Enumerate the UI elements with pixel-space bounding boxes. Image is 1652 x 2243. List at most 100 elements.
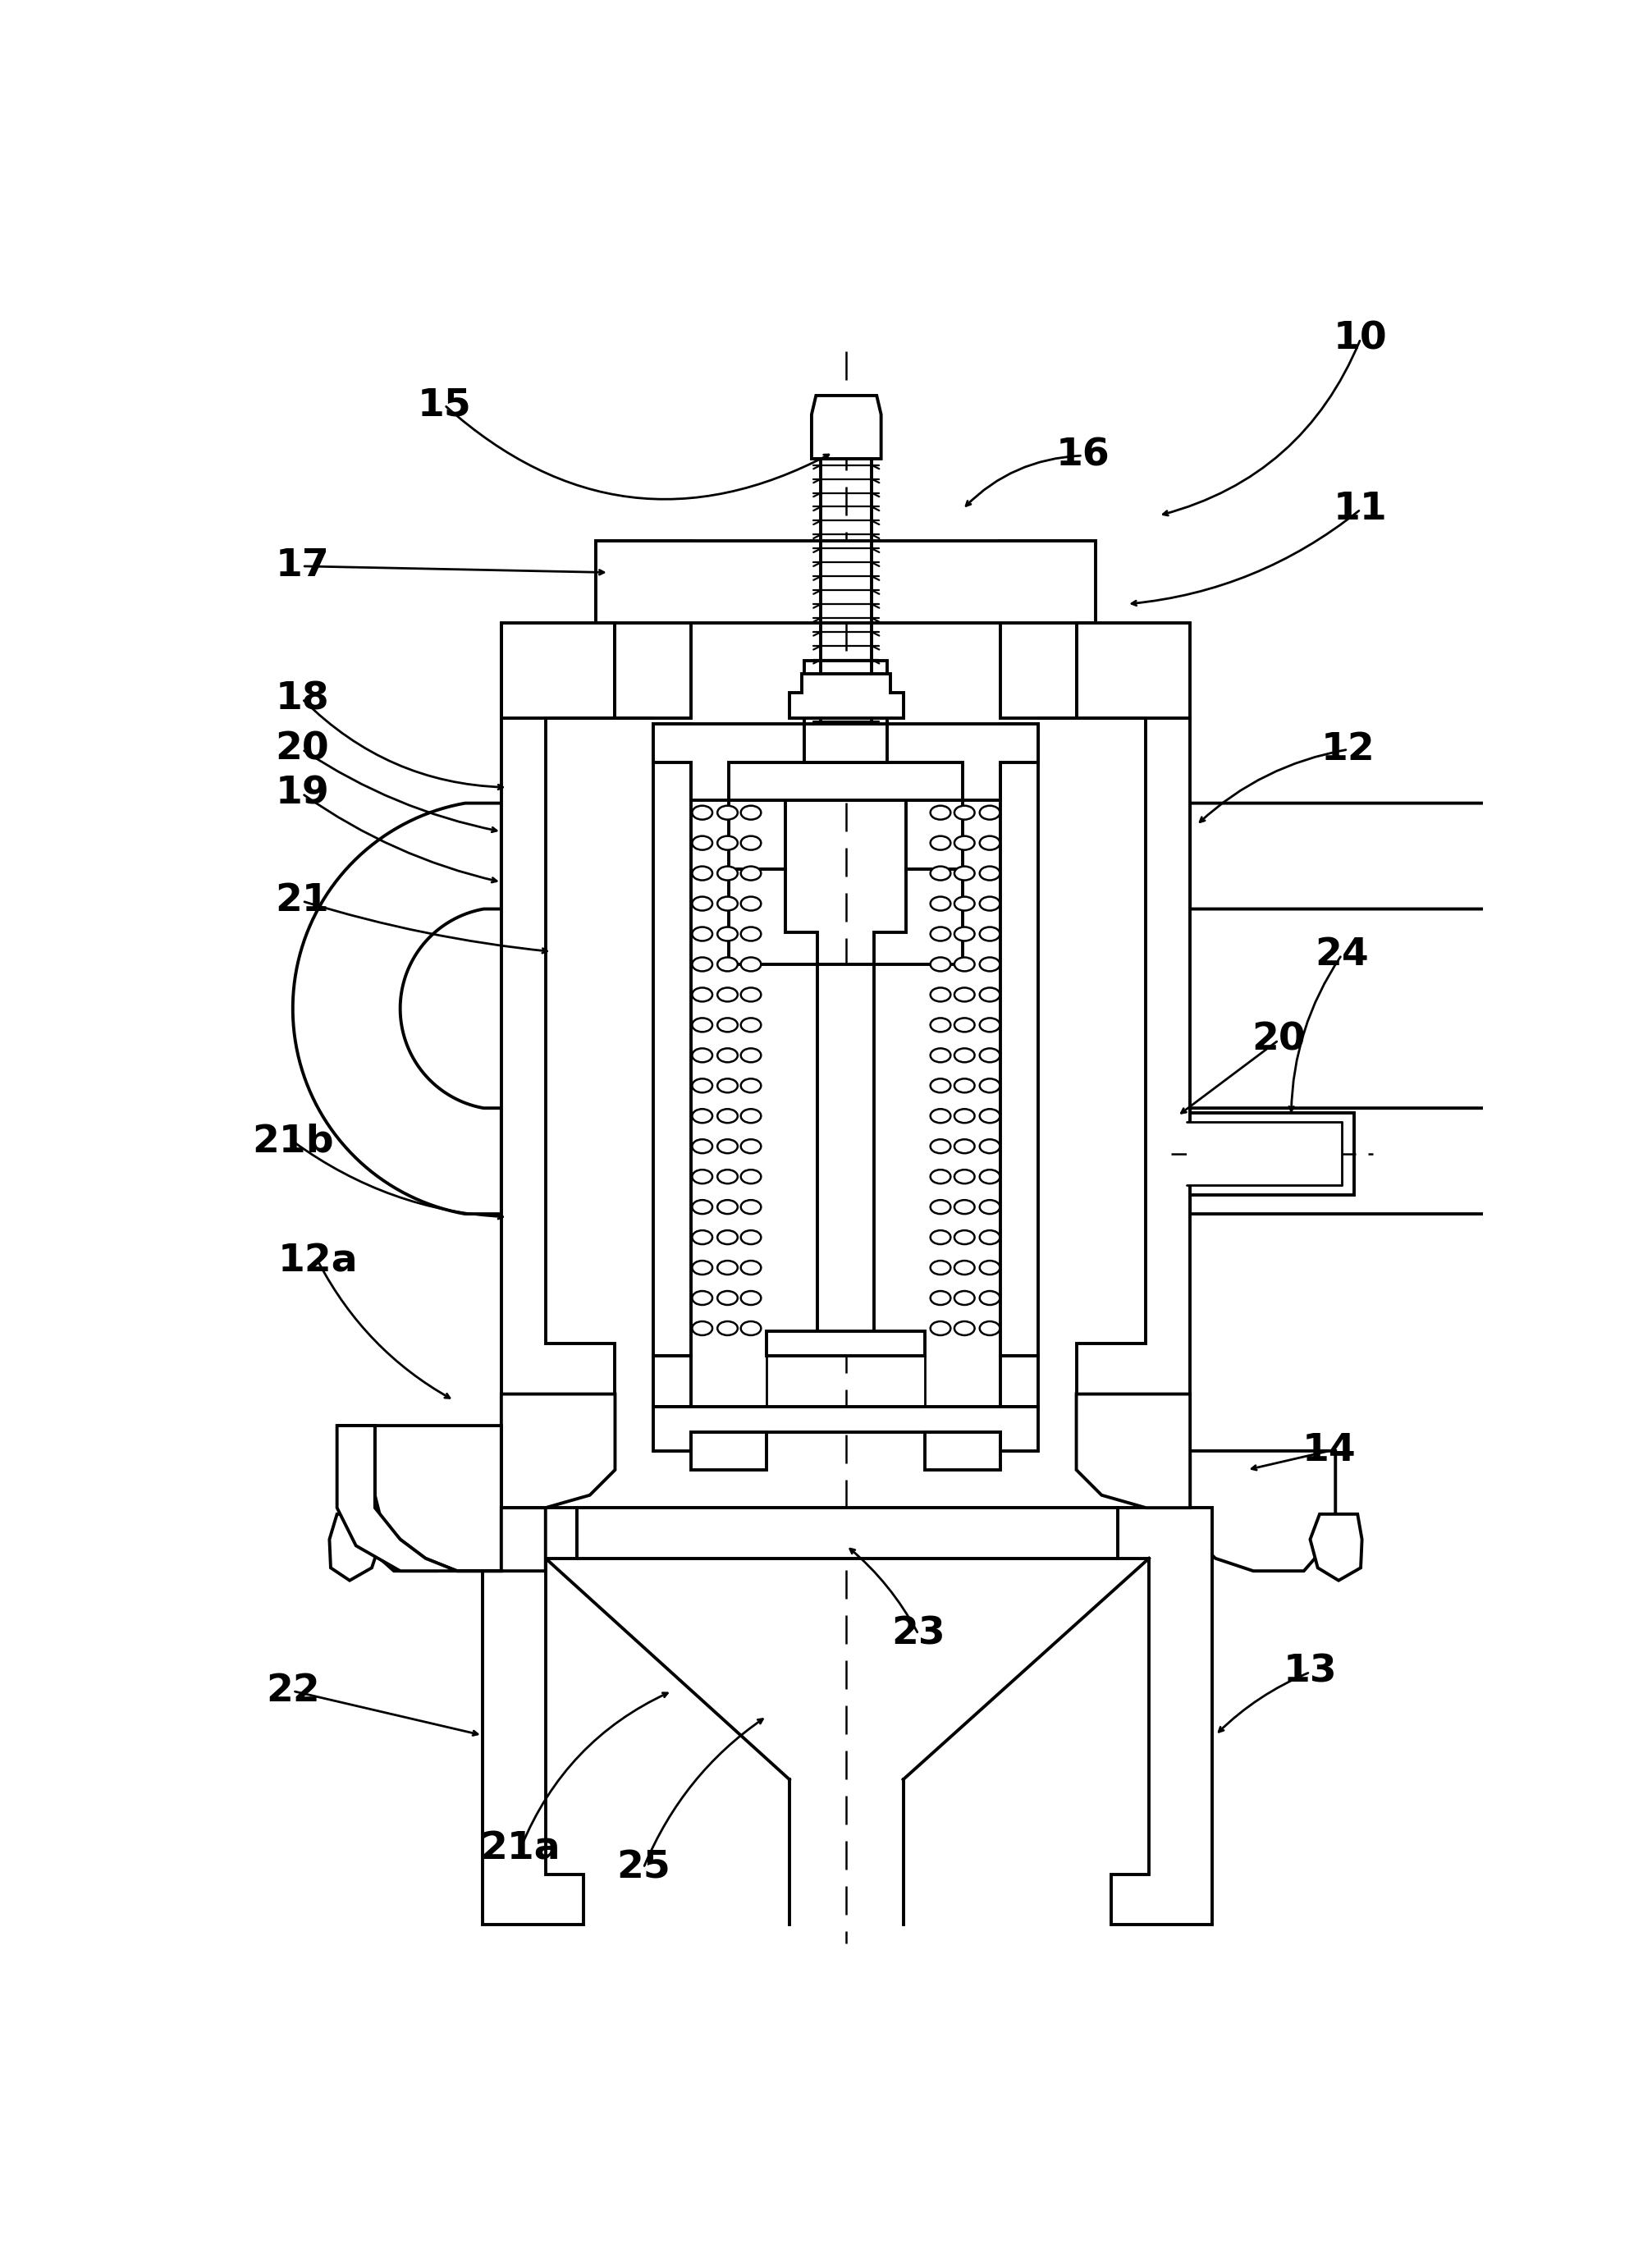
Text: 12a: 12a bbox=[278, 1243, 358, 1281]
Ellipse shape bbox=[930, 837, 950, 850]
Ellipse shape bbox=[980, 958, 999, 971]
Ellipse shape bbox=[955, 866, 975, 879]
Polygon shape bbox=[653, 1406, 1039, 1451]
Ellipse shape bbox=[955, 1047, 975, 1063]
Ellipse shape bbox=[717, 1108, 738, 1124]
Ellipse shape bbox=[955, 958, 975, 971]
Text: 18: 18 bbox=[276, 680, 329, 718]
Ellipse shape bbox=[740, 805, 762, 819]
Ellipse shape bbox=[692, 837, 712, 850]
Ellipse shape bbox=[930, 1231, 950, 1245]
Ellipse shape bbox=[980, 926, 999, 940]
Text: 20: 20 bbox=[1252, 1021, 1305, 1059]
Text: 23: 23 bbox=[892, 1615, 945, 1653]
Ellipse shape bbox=[692, 926, 712, 940]
Polygon shape bbox=[1112, 1507, 1213, 1924]
Ellipse shape bbox=[980, 1108, 999, 1124]
Polygon shape bbox=[329, 1514, 382, 1581]
Ellipse shape bbox=[717, 1292, 738, 1305]
Ellipse shape bbox=[692, 1079, 712, 1092]
Ellipse shape bbox=[740, 1018, 762, 1032]
Ellipse shape bbox=[740, 987, 762, 1003]
Polygon shape bbox=[1077, 1395, 1189, 1507]
Ellipse shape bbox=[740, 1139, 762, 1153]
Polygon shape bbox=[805, 724, 887, 763]
Ellipse shape bbox=[692, 1169, 712, 1184]
Polygon shape bbox=[874, 870, 963, 964]
Polygon shape bbox=[1189, 1113, 1355, 1196]
Ellipse shape bbox=[717, 958, 738, 971]
Ellipse shape bbox=[980, 1018, 999, 1032]
Ellipse shape bbox=[717, 1169, 738, 1184]
Polygon shape bbox=[577, 1507, 1117, 1559]
Ellipse shape bbox=[955, 1200, 975, 1213]
Text: 20: 20 bbox=[276, 731, 329, 767]
Ellipse shape bbox=[980, 1079, 999, 1092]
Polygon shape bbox=[653, 724, 1039, 801]
Ellipse shape bbox=[717, 926, 738, 940]
Ellipse shape bbox=[955, 805, 975, 819]
Text: 19: 19 bbox=[276, 776, 329, 812]
Ellipse shape bbox=[955, 987, 975, 1003]
Polygon shape bbox=[729, 801, 786, 870]
Ellipse shape bbox=[717, 805, 738, 819]
Ellipse shape bbox=[740, 837, 762, 850]
Ellipse shape bbox=[955, 897, 975, 911]
Ellipse shape bbox=[930, 1108, 950, 1124]
Ellipse shape bbox=[717, 1231, 738, 1245]
Ellipse shape bbox=[692, 1321, 712, 1335]
Polygon shape bbox=[653, 1357, 691, 1406]
Ellipse shape bbox=[717, 837, 738, 850]
Ellipse shape bbox=[980, 1261, 999, 1274]
Ellipse shape bbox=[980, 805, 999, 819]
Polygon shape bbox=[501, 1395, 615, 1507]
Ellipse shape bbox=[692, 987, 712, 1003]
Ellipse shape bbox=[955, 1169, 975, 1184]
Polygon shape bbox=[482, 1507, 583, 1924]
Ellipse shape bbox=[955, 1139, 975, 1153]
Ellipse shape bbox=[692, 897, 712, 911]
Ellipse shape bbox=[740, 1200, 762, 1213]
Ellipse shape bbox=[717, 866, 738, 879]
Text: 12: 12 bbox=[1322, 731, 1374, 767]
Ellipse shape bbox=[930, 1047, 950, 1063]
Ellipse shape bbox=[717, 1321, 738, 1335]
Text: 21: 21 bbox=[276, 884, 329, 920]
Ellipse shape bbox=[740, 1047, 762, 1063]
Ellipse shape bbox=[717, 1200, 738, 1213]
Ellipse shape bbox=[740, 1292, 762, 1305]
Ellipse shape bbox=[692, 1108, 712, 1124]
Ellipse shape bbox=[740, 897, 762, 911]
Ellipse shape bbox=[930, 1139, 950, 1153]
Ellipse shape bbox=[930, 866, 950, 879]
Ellipse shape bbox=[930, 1200, 950, 1213]
Polygon shape bbox=[818, 964, 874, 1344]
Polygon shape bbox=[1189, 803, 1652, 1213]
Ellipse shape bbox=[692, 1231, 712, 1245]
Polygon shape bbox=[790, 673, 904, 718]
Polygon shape bbox=[729, 870, 818, 964]
Polygon shape bbox=[1077, 624, 1189, 1395]
Ellipse shape bbox=[930, 926, 950, 940]
Ellipse shape bbox=[740, 866, 762, 879]
Ellipse shape bbox=[980, 1200, 999, 1213]
Ellipse shape bbox=[692, 866, 712, 879]
Ellipse shape bbox=[692, 1047, 712, 1063]
Ellipse shape bbox=[955, 1321, 975, 1335]
Ellipse shape bbox=[980, 866, 999, 879]
Polygon shape bbox=[805, 662, 887, 724]
Polygon shape bbox=[767, 1330, 925, 1357]
Polygon shape bbox=[596, 541, 691, 718]
Ellipse shape bbox=[980, 1292, 999, 1305]
Ellipse shape bbox=[930, 1169, 950, 1184]
Ellipse shape bbox=[692, 805, 712, 819]
Ellipse shape bbox=[930, 897, 950, 911]
Ellipse shape bbox=[692, 1139, 712, 1153]
Polygon shape bbox=[691, 1431, 767, 1469]
Polygon shape bbox=[653, 724, 691, 1357]
Ellipse shape bbox=[955, 1108, 975, 1124]
Ellipse shape bbox=[955, 926, 975, 940]
Ellipse shape bbox=[980, 1169, 999, 1184]
Ellipse shape bbox=[717, 897, 738, 911]
Ellipse shape bbox=[955, 1231, 975, 1245]
